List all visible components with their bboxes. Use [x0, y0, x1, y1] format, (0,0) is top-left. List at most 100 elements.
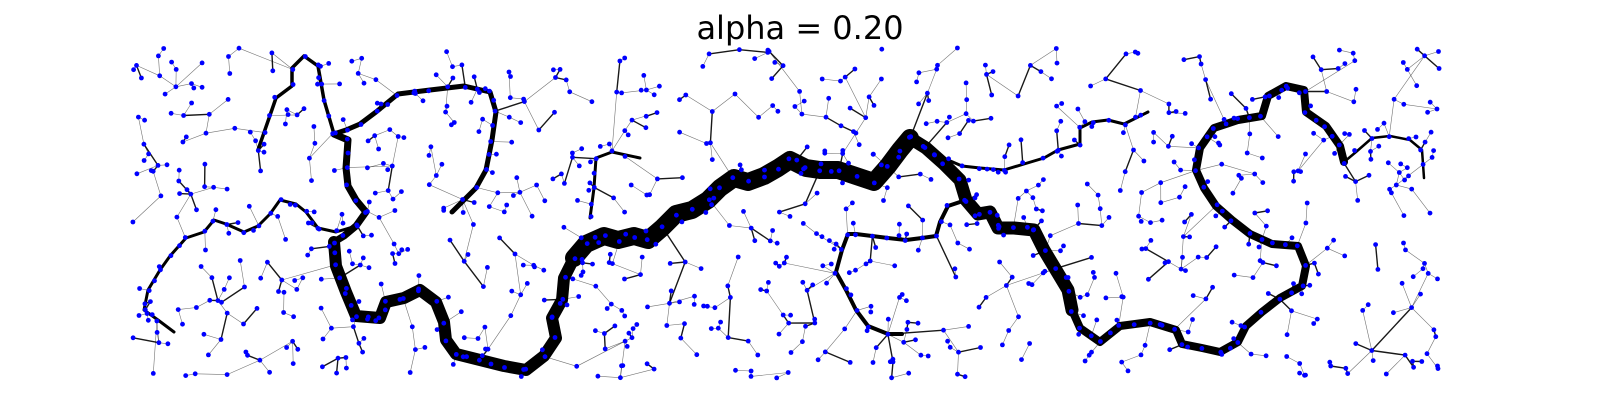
edge — [918, 68, 938, 74]
node — [622, 154, 628, 159]
node — [1072, 137, 1077, 143]
node — [770, 103, 776, 108]
edge — [524, 77, 556, 102]
node — [330, 131, 336, 137]
node — [1352, 148, 1357, 153]
node — [614, 89, 620, 95]
node — [1310, 54, 1316, 60]
node — [1284, 332, 1290, 338]
edge — [1144, 322, 1151, 346]
node — [989, 92, 995, 98]
node — [797, 89, 802, 94]
edge — [1160, 170, 1196, 183]
node — [215, 298, 221, 303]
node — [1189, 212, 1194, 217]
edge — [1388, 99, 1395, 137]
node — [191, 85, 197, 91]
node — [733, 367, 738, 373]
edge — [624, 156, 658, 180]
node — [258, 275, 264, 281]
edge — [758, 105, 774, 118]
node — [155, 163, 161, 168]
node — [353, 198, 359, 204]
edge — [898, 173, 921, 178]
node — [776, 331, 782, 337]
edge — [177, 307, 197, 310]
edge — [430, 146, 437, 176]
edge — [228, 56, 231, 74]
node — [917, 171, 923, 177]
node — [727, 223, 732, 228]
node — [1427, 210, 1433, 216]
edge — [1017, 64, 1032, 97]
node — [1243, 106, 1249, 111]
edge — [576, 340, 626, 367]
node — [1231, 272, 1237, 278]
node — [165, 341, 171, 347]
node — [674, 212, 679, 218]
node — [169, 59, 175, 65]
node — [506, 114, 512, 120]
node — [1246, 241, 1252, 247]
node — [1199, 346, 1205, 351]
node — [1259, 237, 1265, 242]
node — [1303, 151, 1308, 157]
node — [275, 214, 281, 219]
edge — [1286, 356, 1300, 364]
node — [622, 209, 627, 215]
node — [1406, 173, 1411, 179]
edge — [136, 65, 160, 77]
edge — [1008, 316, 1019, 331]
edge — [242, 307, 258, 325]
node — [480, 116, 485, 122]
node — [567, 89, 573, 95]
node — [915, 320, 921, 326]
node — [596, 240, 602, 246]
node — [775, 108, 781, 114]
node — [534, 182, 539, 188]
node — [606, 260, 612, 265]
node — [947, 222, 953, 228]
node — [194, 207, 199, 213]
node — [694, 352, 700, 358]
node — [769, 76, 775, 81]
node — [826, 95, 832, 101]
edge — [1305, 202, 1308, 224]
edge — [1320, 69, 1327, 92]
node — [1089, 349, 1094, 355]
node — [725, 335, 731, 340]
node — [1436, 66, 1442, 71]
node — [976, 166, 982, 172]
node — [1185, 329, 1191, 335]
node — [843, 206, 849, 212]
node — [1398, 161, 1404, 167]
node — [655, 176, 660, 182]
node — [1103, 295, 1109, 301]
node — [279, 277, 285, 283]
node — [237, 258, 243, 263]
node — [966, 118, 971, 123]
node — [387, 127, 393, 132]
node — [1173, 109, 1179, 114]
node — [1089, 255, 1094, 260]
node — [1055, 147, 1061, 153]
edge — [943, 326, 969, 331]
node — [1399, 280, 1405, 286]
node — [884, 164, 890, 169]
node — [433, 173, 439, 178]
node — [150, 371, 156, 376]
edge — [1407, 69, 1417, 86]
node — [405, 247, 411, 252]
node — [624, 344, 630, 349]
node — [626, 330, 632, 336]
node — [434, 327, 440, 332]
node — [964, 97, 970, 103]
node — [1158, 180, 1164, 186]
node — [892, 263, 898, 269]
edge — [604, 340, 626, 350]
node — [400, 296, 406, 301]
node — [618, 375, 623, 381]
node — [1090, 120, 1096, 126]
node — [691, 302, 697, 307]
edge — [277, 216, 286, 240]
